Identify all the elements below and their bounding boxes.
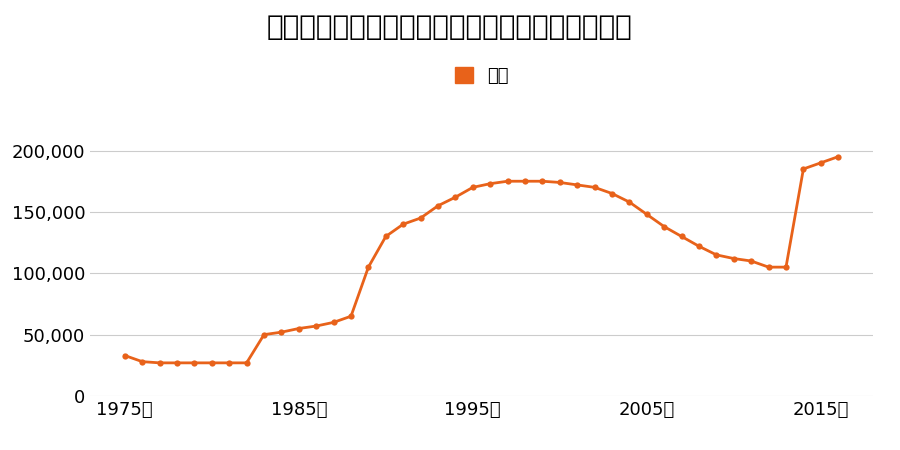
Legend: 価格: 価格 [447,59,516,92]
Text: 沖縄県那覇市字識名西門原８３５番１の地価推移: 沖縄県那覇市字識名西門原８３５番１の地価推移 [267,14,633,41]
